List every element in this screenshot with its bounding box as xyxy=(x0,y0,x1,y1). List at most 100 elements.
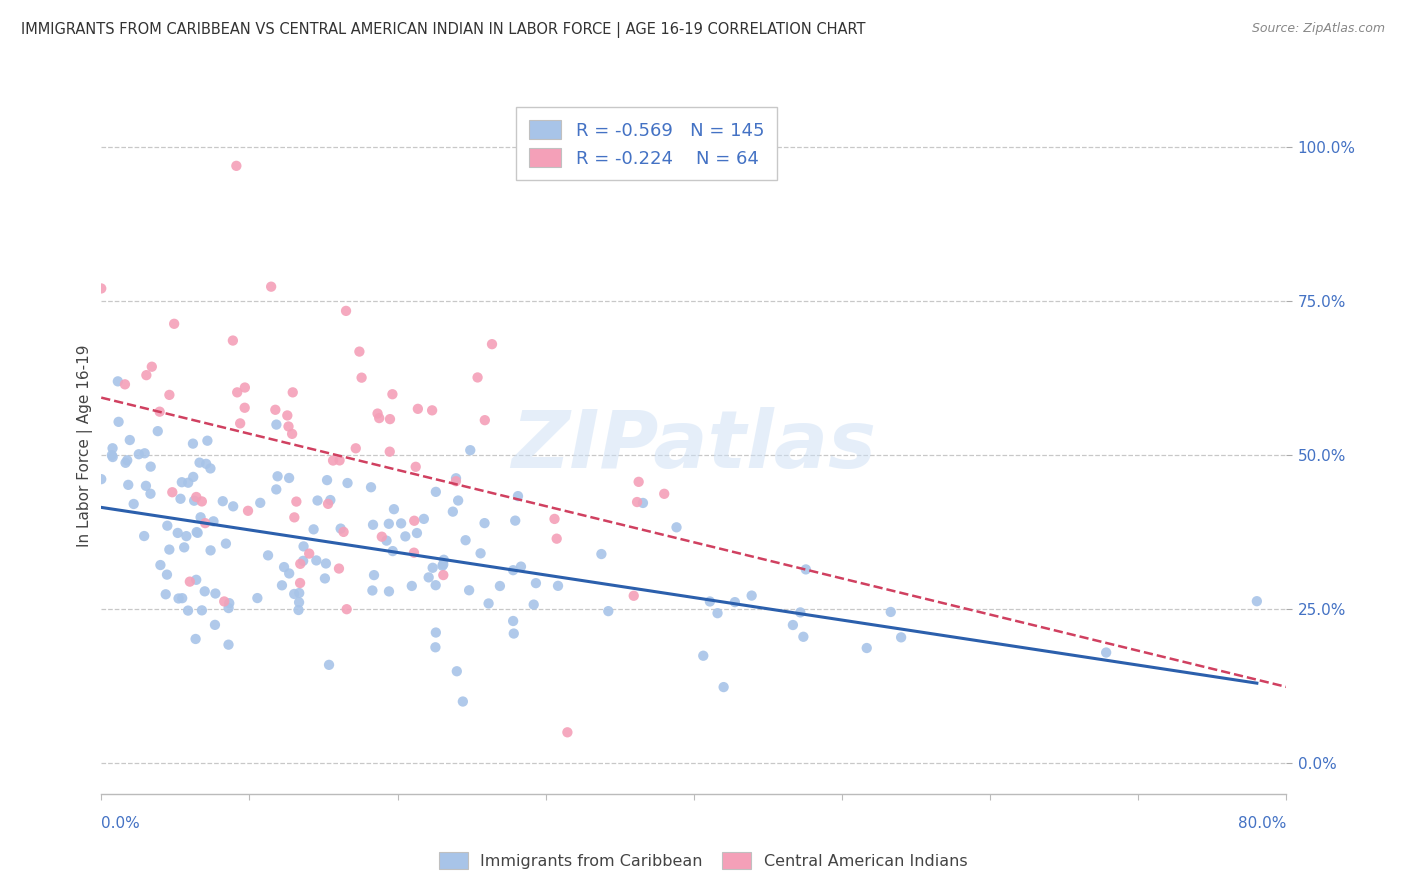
Point xyxy=(249,496,271,510)
Point xyxy=(344,442,367,456)
Point xyxy=(444,471,467,485)
Point xyxy=(794,562,817,576)
Point xyxy=(155,587,177,601)
Point xyxy=(266,469,288,483)
Point xyxy=(292,540,315,554)
Point xyxy=(314,571,336,585)
Point xyxy=(149,405,172,419)
Point xyxy=(412,512,434,526)
Point xyxy=(382,502,405,516)
Point xyxy=(890,631,912,645)
Point xyxy=(181,470,204,484)
Point xyxy=(706,606,728,620)
Point xyxy=(229,417,252,431)
Point xyxy=(367,407,389,421)
Point xyxy=(401,579,423,593)
Point xyxy=(149,558,172,572)
Point xyxy=(375,533,398,548)
Point xyxy=(315,557,337,571)
Text: IMMIGRANTS FROM CARIBBEAN VS CENTRAL AMERICAN INDIAN IN LABOR FORCE | AGE 16-19 : IMMIGRANTS FROM CARIBBEAN VS CENTRAL AME… xyxy=(21,22,866,38)
Point xyxy=(271,578,294,592)
Point xyxy=(447,493,470,508)
Point xyxy=(278,471,301,485)
Point xyxy=(101,448,124,462)
Point xyxy=(405,459,427,474)
Point xyxy=(191,494,214,508)
Point xyxy=(211,494,233,508)
Point xyxy=(176,529,198,543)
Text: 0.0%: 0.0% xyxy=(101,816,141,831)
Point xyxy=(288,595,311,609)
Point xyxy=(489,579,512,593)
Point xyxy=(179,574,201,589)
Point xyxy=(204,586,226,600)
Point xyxy=(200,543,222,558)
Point xyxy=(371,530,394,544)
Point xyxy=(170,475,193,490)
Point xyxy=(166,525,188,540)
Point xyxy=(543,512,565,526)
Point xyxy=(523,598,546,612)
Point xyxy=(257,549,280,563)
Point xyxy=(183,493,205,508)
Point xyxy=(623,589,645,603)
Point xyxy=(157,388,180,402)
Point xyxy=(316,473,339,487)
Point xyxy=(177,604,200,618)
Point xyxy=(502,563,524,577)
Point xyxy=(233,380,256,394)
Point xyxy=(194,516,217,530)
Point xyxy=(218,638,240,652)
Point xyxy=(598,604,620,618)
Point xyxy=(478,597,501,611)
Point xyxy=(470,546,492,560)
Point xyxy=(363,568,385,582)
Point xyxy=(218,596,240,610)
Point xyxy=(276,409,298,423)
Point xyxy=(1095,646,1118,660)
Point xyxy=(225,159,247,173)
Point xyxy=(336,602,359,616)
Point xyxy=(699,594,721,608)
Point xyxy=(467,370,489,384)
Point xyxy=(506,489,529,503)
Point xyxy=(298,547,321,561)
Point xyxy=(880,605,903,619)
Point xyxy=(319,493,342,508)
Point xyxy=(118,433,141,447)
Text: ZIPatlas: ZIPatlas xyxy=(512,407,876,485)
Point xyxy=(134,529,156,543)
Point xyxy=(394,529,416,543)
Point xyxy=(425,625,447,640)
Point xyxy=(281,426,304,441)
Point xyxy=(169,491,191,506)
Point xyxy=(855,640,877,655)
Point xyxy=(188,456,211,470)
Point xyxy=(692,648,714,663)
Point xyxy=(446,665,468,679)
Point xyxy=(302,522,325,536)
Point xyxy=(222,334,245,348)
Point xyxy=(432,558,454,572)
Point xyxy=(187,525,209,540)
Point xyxy=(173,541,195,555)
Point xyxy=(191,603,214,617)
Point xyxy=(474,413,496,427)
Point xyxy=(283,587,305,601)
Point xyxy=(134,446,156,460)
Point xyxy=(381,544,404,558)
Point xyxy=(172,591,194,606)
Point xyxy=(292,554,315,568)
Point xyxy=(378,584,401,599)
Point xyxy=(631,496,654,510)
Point xyxy=(329,522,352,536)
Point xyxy=(782,618,804,632)
Point xyxy=(307,493,329,508)
Point xyxy=(789,606,811,620)
Point xyxy=(627,475,650,489)
Legend: R = -0.569   N = 145, R = -0.224    N = 64: R = -0.569 N = 145, R = -0.224 N = 64 xyxy=(516,107,776,180)
Point xyxy=(135,368,157,383)
Point xyxy=(195,457,218,471)
Point xyxy=(433,553,456,567)
Point xyxy=(524,576,547,591)
